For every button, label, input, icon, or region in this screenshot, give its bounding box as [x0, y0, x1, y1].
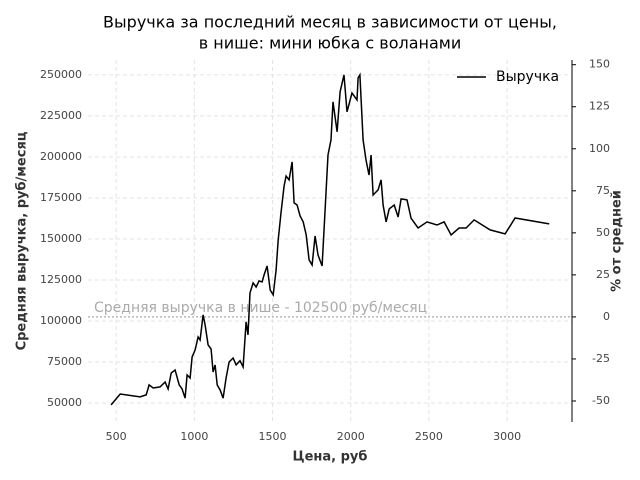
y-tick-label: 250000 [40, 68, 82, 81]
x-tick-label: 2000 [337, 430, 365, 443]
chart-title: в нише: мини юбка с воланами [199, 34, 462, 53]
reference-label: Средняя выручка в нише - 102500 руб/меся… [94, 300, 427, 316]
x-axis-label: Цена, руб [293, 450, 368, 465]
y2-tick-label: -50 [592, 394, 610, 407]
y2-tick-label: 100 [589, 142, 610, 155]
y-tick-label: 75000 [47, 355, 82, 368]
y2-axis-label: % от средней [610, 190, 625, 292]
y-tick-label: 175000 [40, 191, 82, 204]
x-tick-label: 2500 [415, 430, 443, 443]
legend-label: Выручка [496, 69, 559, 85]
x-tick-label: 1000 [180, 430, 208, 443]
y2-tick-label: 150 [589, 58, 610, 71]
series-line [110, 72, 550, 406]
x-tick-label: 3000 [493, 430, 521, 443]
y-tick-label: 125000 [40, 273, 82, 286]
chart-title: Выручка за последний месяц в зависимости… [103, 13, 557, 32]
y-axis-label: Средняя выручка, руб/месяц [15, 131, 30, 350]
y-tick-label: 225000 [40, 109, 82, 122]
y2-tick-label: 0 [603, 310, 610, 323]
y-tick-label: 200000 [40, 150, 82, 163]
y-tick-label: 150000 [40, 232, 82, 245]
y2-tick-label: -25 [592, 352, 610, 365]
y2-tick-label: 75 [596, 184, 610, 197]
y2-tick-label: 25 [596, 268, 610, 281]
x-tick-label: 500 [106, 430, 127, 443]
y-tick-label: 100000 [40, 314, 82, 327]
y2-tick-label: 125 [589, 100, 610, 113]
y-tick-label: 50000 [47, 396, 82, 409]
y2-tick-label: 50 [596, 226, 610, 239]
x-tick-label: 1500 [259, 430, 287, 443]
